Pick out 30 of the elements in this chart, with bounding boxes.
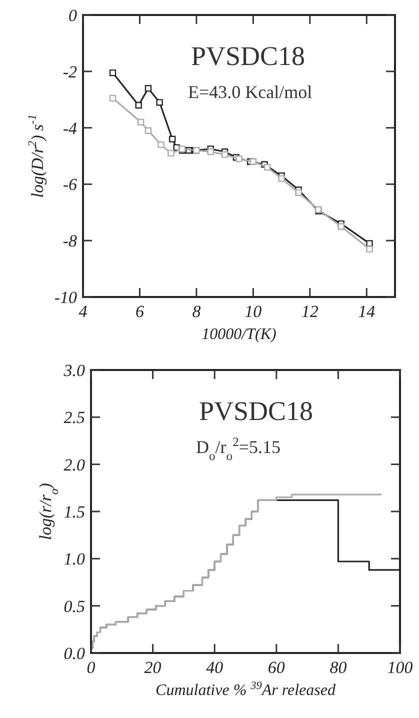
x-tick-label: 12 [301, 302, 319, 321]
annotation: D$_{o}$/r$_{o}$$^{2}$=5.15 [196, 435, 281, 463]
x-tick-label: 14 [358, 302, 376, 321]
y-tick-label: 1.0 [64, 550, 86, 569]
y-tick-label: 1.5 [64, 502, 85, 522]
y-tick-label: 0 [68, 6, 78, 25]
annotation: E=43.0 Kcal/mol [188, 82, 312, 102]
x-tick-label: 40 [206, 658, 224, 677]
y-tick-label: 0.0 [64, 644, 86, 663]
y-tick-label: 3.0 [62, 360, 86, 380]
annotation: PVSDC18 [191, 41, 306, 71]
y-tick-label: 0.5 [64, 596, 85, 616]
x-tick-label: 6 [135, 302, 144, 321]
y-tick-label: -8 [62, 232, 78, 251]
x-tick-label: 100 [387, 658, 414, 677]
x-axis-title: Cumulative % $^{39}$Ar released [156, 680, 336, 699]
y-tick-label: 2.0 [64, 455, 86, 474]
annotation: PVSDC18 [199, 396, 314, 426]
x-tick-label: 60 [268, 658, 286, 677]
y-tick-label: 2.5 [64, 408, 85, 428]
x-tick-label: 80 [330, 658, 348, 677]
x-axis-title: 10000/T(K) [202, 326, 276, 343]
x-tick-label: 8 [192, 302, 202, 321]
y-tick-label: -2 [62, 62, 78, 82]
y-tick-label: -4 [62, 118, 78, 138]
x-tick-label: 10 [244, 302, 262, 321]
x-tick-label: 20 [144, 658, 162, 677]
x-tick-label: 4 [78, 302, 88, 321]
y-tick-label: -10 [54, 288, 78, 307]
y-tick-label: -6 [62, 175, 78, 194]
